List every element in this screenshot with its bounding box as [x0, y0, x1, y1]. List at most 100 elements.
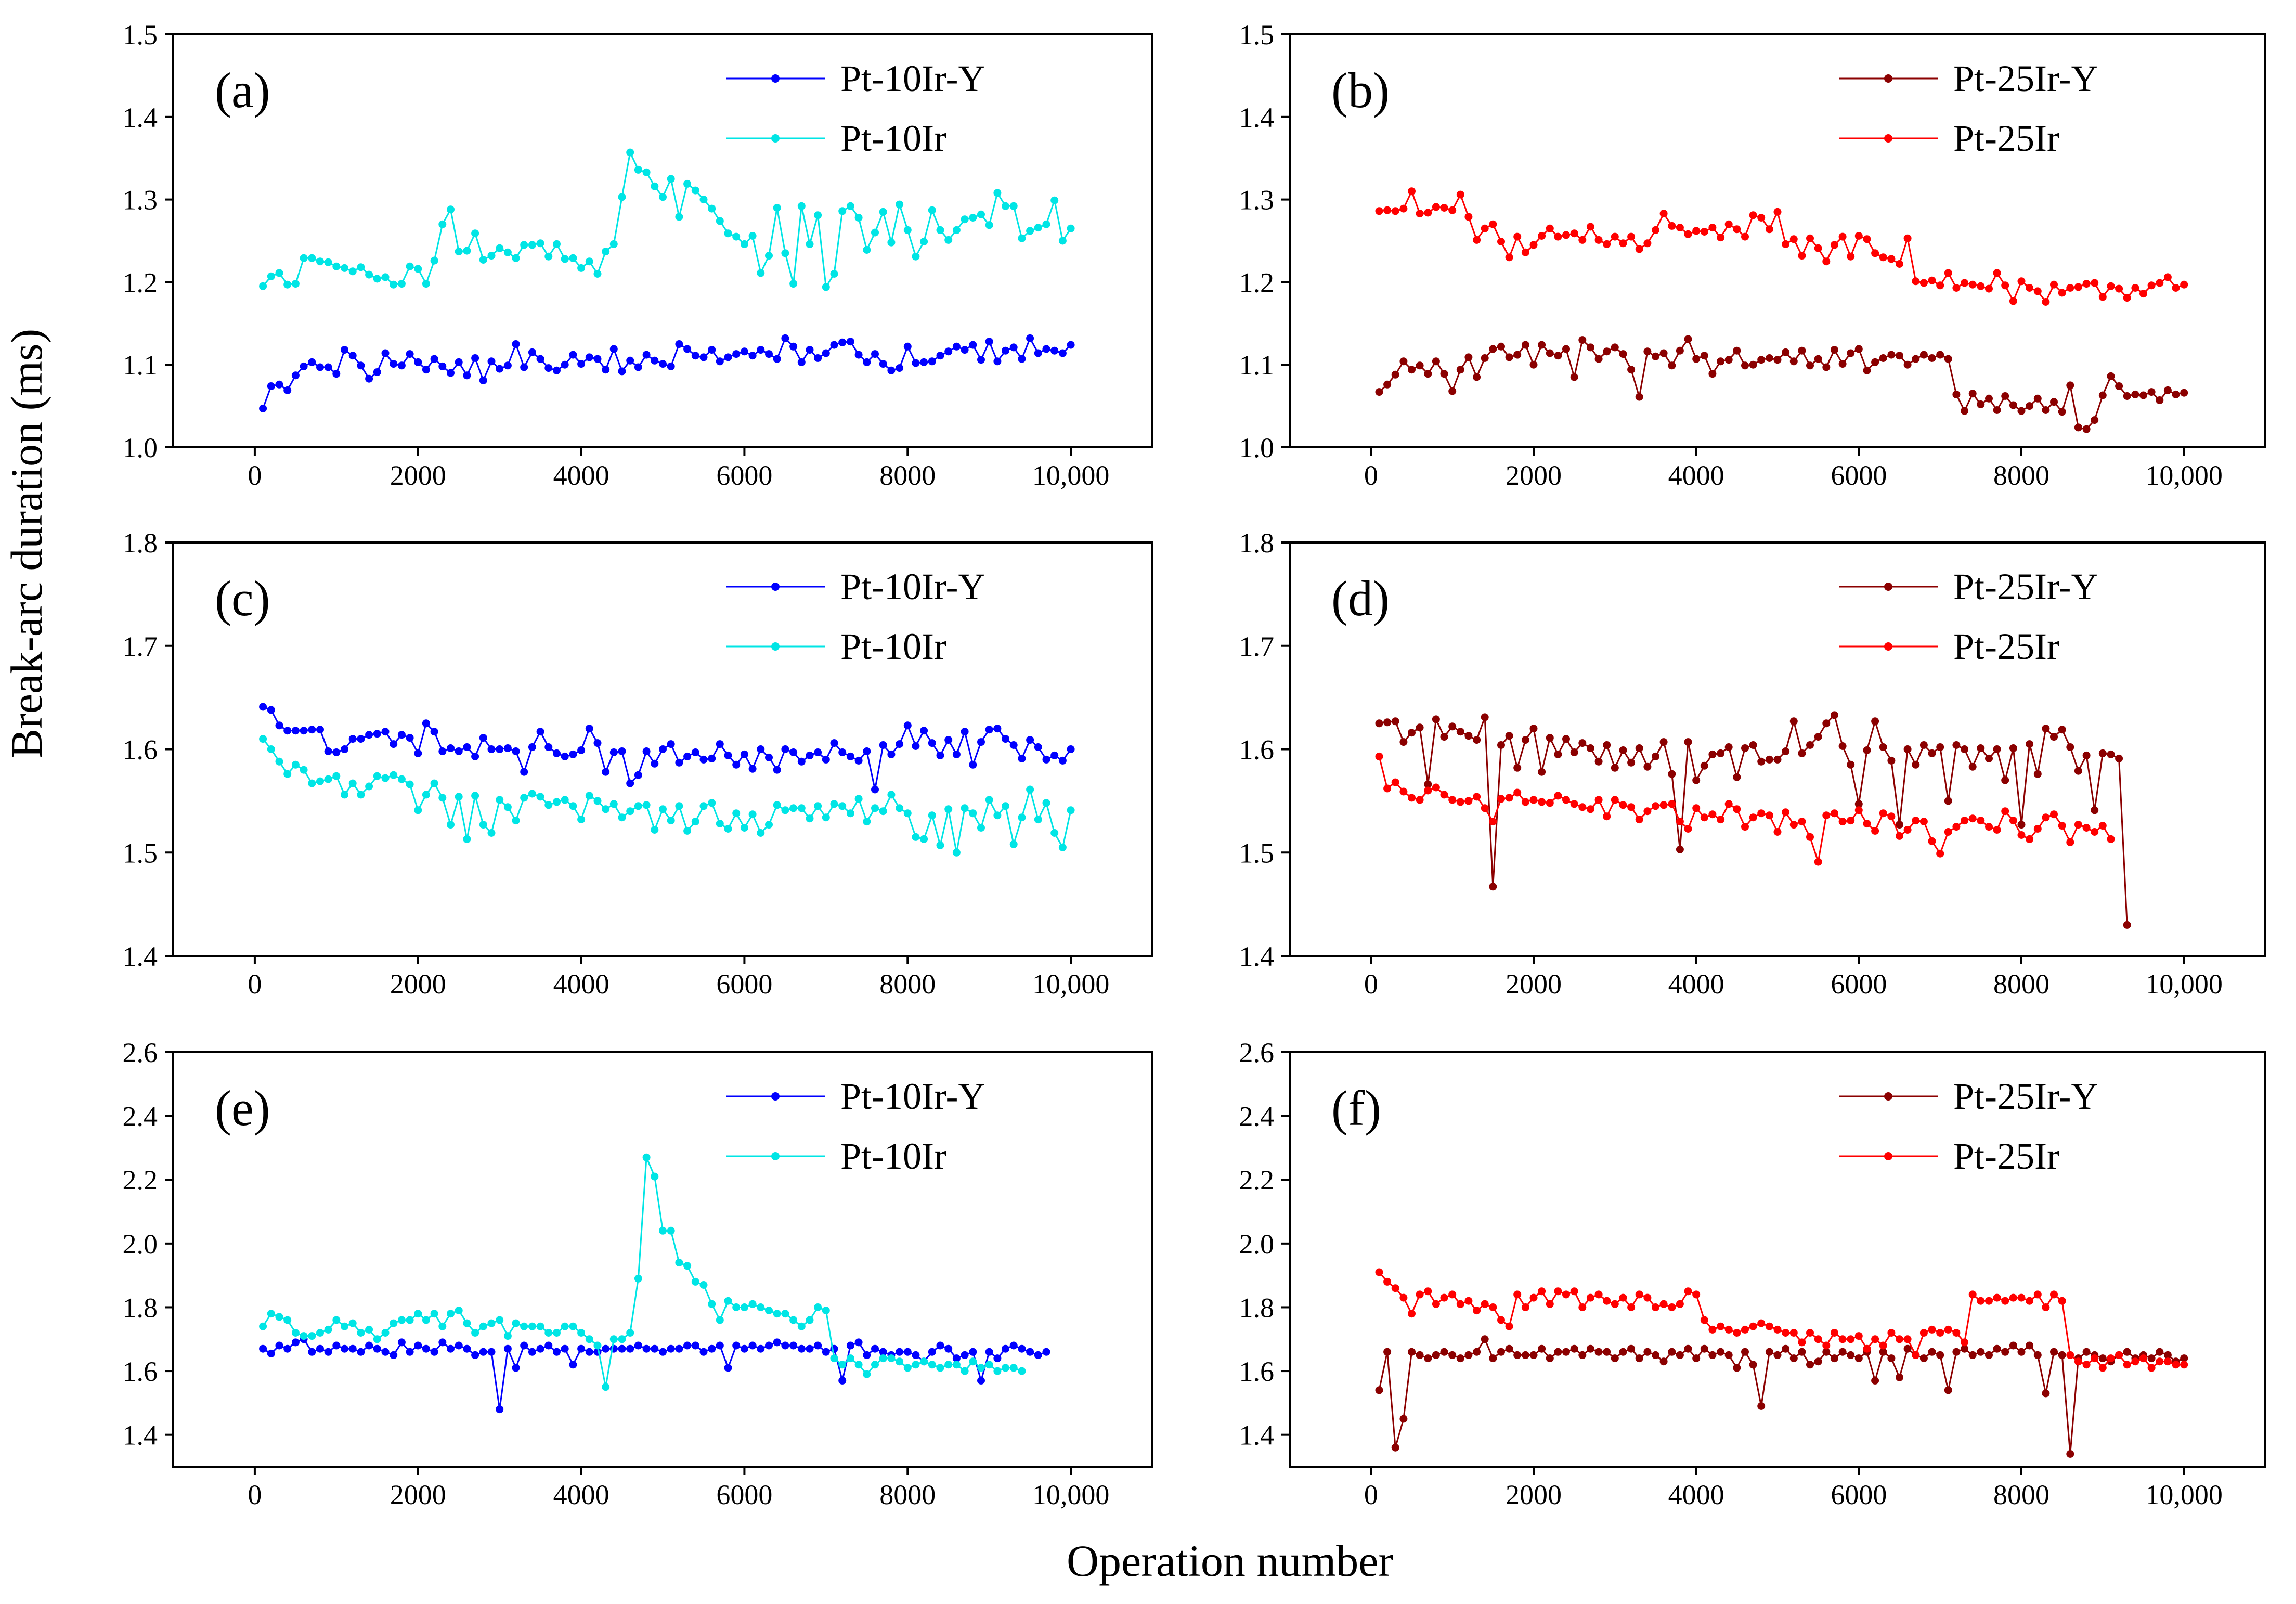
panel-e-data-point	[716, 1316, 724, 1324]
panel-b-legend-marker	[1884, 74, 1892, 83]
panel-f-x-tick-label: 0	[1364, 1479, 1378, 1510]
panel-e-data-point	[528, 1322, 536, 1330]
panel-c-data-point	[316, 726, 324, 734]
panel-e-data-point	[365, 1325, 373, 1334]
panel-a-data-point	[512, 254, 520, 262]
panel-b-data-point	[1838, 360, 1847, 368]
panel-b-data-point	[1782, 348, 1790, 356]
panel-a-data-point	[732, 232, 741, 241]
panel-f-data-point	[1733, 1329, 1741, 1337]
panel-c-x-tick-label: 8000	[879, 968, 936, 1000]
panel-f-data-point	[1570, 1344, 1578, 1353]
panel-c-data-point	[936, 751, 944, 759]
panel-e-data-point	[977, 1364, 985, 1372]
panel-b-data-point	[1968, 280, 1977, 289]
panel-d-data-point	[1432, 783, 1440, 792]
panel-b-series-line	[1379, 189, 2185, 304]
panel-a-data-point	[699, 353, 708, 361]
panel-e-data-point	[838, 1377, 847, 1385]
panel-b-data-point	[1985, 284, 1993, 293]
panel-b-data-point	[2163, 386, 2172, 394]
panel-b-legend-entry: Pt-25Ir	[1839, 118, 2059, 159]
panel-f-data-point	[1854, 1332, 1863, 1340]
panel-b-data-point	[1985, 394, 1993, 403]
panel-e-data-point	[936, 1364, 944, 1372]
panel-a-data-point	[683, 345, 692, 353]
panel-a-data-point	[757, 269, 765, 277]
panel-f-data-point	[1659, 1357, 1668, 1366]
panel-d-data-point	[1830, 711, 1838, 719]
panel-f-legend-marker	[1884, 1152, 1892, 1160]
panel-b-data-point	[1619, 350, 1627, 358]
panel-a-data-point	[896, 364, 904, 372]
panel-c-data-point	[496, 796, 504, 804]
panel-f-data-point	[1741, 1348, 1749, 1356]
panel-a-data-point	[316, 363, 324, 371]
panel-c-data-point	[871, 785, 879, 794]
panel-a-data-point	[1067, 341, 1075, 349]
panel-f-data-point	[1538, 1344, 1546, 1353]
panel-d-data-point	[2001, 776, 2009, 784]
panel-d-data-point	[1538, 798, 1546, 806]
panel-e-data-point	[903, 1364, 912, 1372]
panel-b-data-point	[1798, 252, 1806, 260]
panel-b-data-point	[1578, 336, 1587, 344]
panel-a-data-point	[740, 240, 748, 248]
panel-d-data-point	[1724, 743, 1733, 751]
panel-c-data-point	[259, 703, 267, 711]
panel-d-data-point	[1521, 736, 1529, 744]
panel-f-data-point	[1765, 1348, 1773, 1356]
panel-e-data-point	[969, 1348, 977, 1356]
panel-c-data-point	[765, 753, 773, 761]
panel-e-data-point	[300, 1332, 308, 1340]
panel-a-data-point	[659, 193, 667, 201]
panel-f-data-point	[1627, 1344, 1636, 1353]
panel-e-series-1	[259, 1153, 1026, 1391]
panel-f-data-point	[2033, 1351, 2042, 1359]
panel-a-data-point	[300, 254, 308, 262]
panel-c-data-point	[854, 795, 863, 803]
panel-f-x-tick-label: 2000	[1506, 1479, 1562, 1510]
panel-e-data-point	[365, 1341, 373, 1350]
panel-e-data-point	[765, 1341, 773, 1350]
panel-f-data-point	[1936, 1329, 1944, 1337]
panel-b-data-point	[2017, 277, 2026, 286]
panel-a-data-point	[691, 186, 699, 195]
panel-b-data-point	[1814, 355, 1822, 363]
panel-e-y-tick-label: 1.4	[123, 1420, 158, 1451]
panel-d-data-point	[1887, 756, 1896, 765]
panel-b-data-point	[2066, 381, 2074, 390]
panel-d-legend-marker	[1884, 642, 1892, 651]
panel-d-data-point	[1708, 750, 1717, 758]
panel-a-data-point	[275, 380, 283, 389]
panel-c-data-point	[651, 826, 659, 834]
panel-f-data-point	[1903, 1335, 1912, 1343]
panel-b-data-point	[1773, 208, 1782, 216]
panel-e-data-point	[626, 1344, 634, 1353]
panel-d-data-point	[1546, 799, 1554, 807]
panel-a-data-point	[348, 352, 357, 360]
panel-a-y-tick-label: 1.3	[123, 185, 158, 216]
panel-e-data-point	[381, 1348, 390, 1356]
panel-c-data-point	[390, 771, 398, 779]
panel-d-data-point	[1448, 722, 1457, 731]
panel-b-data-point	[1652, 352, 1659, 360]
panel-c-data-point	[634, 802, 642, 810]
panel-b-data-point	[1977, 400, 1985, 408]
panel-e-data-point	[447, 1344, 455, 1353]
panel-a-data-point	[985, 338, 993, 346]
panel-a-data-point	[887, 366, 896, 374]
panel-f-data-point	[1521, 1303, 1529, 1311]
panel-b-y-tick-label: 1.0	[1239, 432, 1275, 463]
panel-f-y-tick-label: 2.4	[1239, 1101, 1275, 1132]
panel-c: 0 2000 4000 6000 8000 10,000 1.4 1.5 1.6 1.7 1.8 (c…	[123, 527, 1153, 1000]
panel-a-data-point	[944, 347, 953, 356]
panel-f-data-point	[2058, 1297, 2066, 1305]
panel-c-data-point	[977, 824, 985, 832]
panel-c-data-point	[1002, 802, 1009, 810]
panel-d-data-point	[1473, 736, 1481, 744]
panel-d-data-point	[1408, 794, 1416, 802]
panel-d-data-point	[1676, 818, 1684, 826]
panel-f-x-tick-label: 8000	[1993, 1479, 2049, 1510]
panel-a-frame	[172, 33, 1153, 448]
